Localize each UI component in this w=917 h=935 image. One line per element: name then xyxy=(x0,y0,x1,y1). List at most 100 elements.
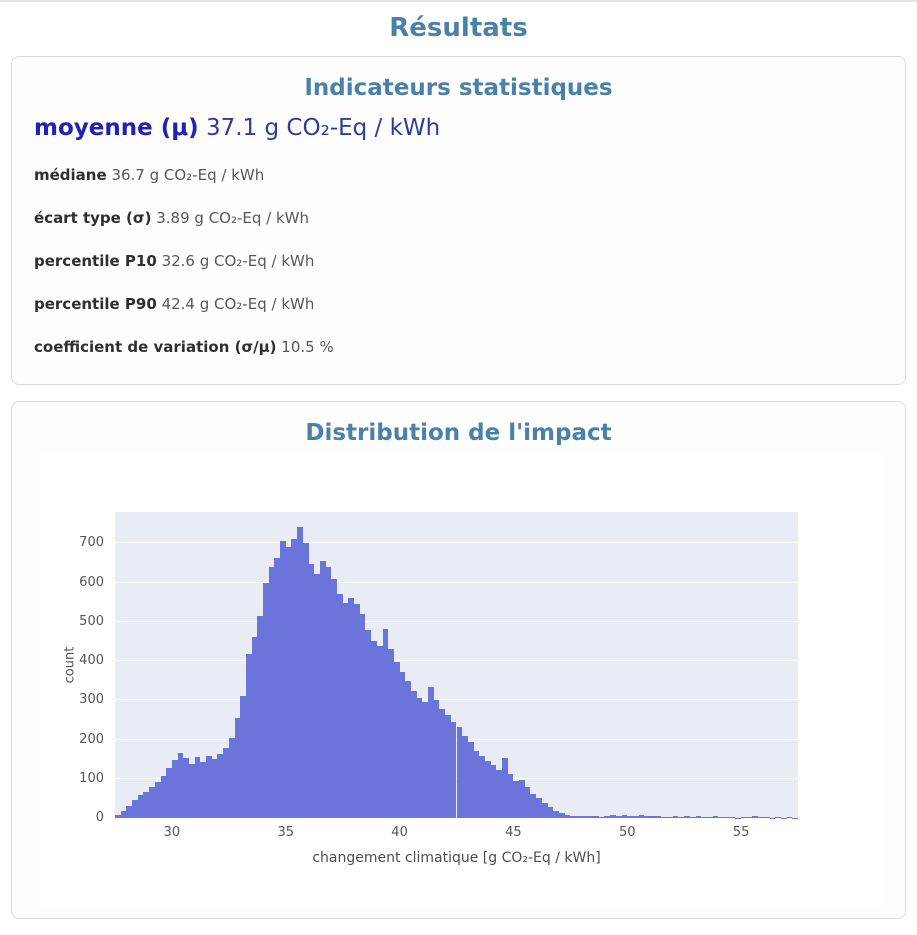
histogram-chart: count changement climatique [g CO₂-Eq / … xyxy=(34,454,883,906)
y-gridline xyxy=(115,620,798,622)
y-tick-label: 500 xyxy=(79,613,104,629)
histogram-bar xyxy=(547,807,554,818)
histogram-bar xyxy=(672,816,679,818)
histogram-bar xyxy=(650,816,656,818)
histogram-bar xyxy=(342,603,349,818)
histogram-bar xyxy=(456,727,463,818)
stat-value-ecart-type: 3.89 g CO₂-Eq / kWh xyxy=(156,209,310,227)
y-gridline xyxy=(115,581,798,583)
histogram-bar xyxy=(365,629,372,818)
histogram-bar xyxy=(234,717,241,818)
stat-label-coefficient-variation: coefficient de variation (σ/μ) xyxy=(34,338,277,356)
histogram-bar xyxy=(638,815,645,818)
stat-value-mediane: 36.7 g CO₂-Eq / kWh xyxy=(111,166,265,184)
stat-row-percentile-p10: percentile P10 32.6 g CO₂-Eq / kWh xyxy=(34,252,883,270)
x-tick-label: 30 xyxy=(163,825,181,840)
histogram-bar xyxy=(462,735,468,818)
histogram-bar xyxy=(741,816,747,818)
stat-label-ecart-type: écart type (σ) xyxy=(34,209,152,227)
histogram-bar xyxy=(519,779,525,818)
histogram-bar xyxy=(268,566,275,818)
histogram-bar xyxy=(786,817,793,818)
histogram-bar xyxy=(359,614,366,818)
stats-card-title: Indicateurs statistiques xyxy=(304,75,613,101)
histogram-bar xyxy=(211,759,218,818)
histogram-bar xyxy=(399,672,406,818)
x-tick-label: 40 xyxy=(391,825,408,840)
histogram-bar xyxy=(661,817,668,818)
histogram-bar xyxy=(729,817,736,818)
histogram-bar xyxy=(137,795,144,818)
y-gridline xyxy=(115,699,798,701)
histogram-bar xyxy=(496,770,503,818)
histogram-bar xyxy=(581,816,588,818)
histogram-bar xyxy=(160,775,167,818)
histogram-bar xyxy=(325,566,332,818)
stat-value-percentile-p10: 32.6 g CO₂-Eq / kWh xyxy=(161,252,315,270)
histogram-bar xyxy=(302,543,309,818)
histogram-bar xyxy=(251,636,258,818)
histogram-bar xyxy=(763,817,770,818)
histogram-bar xyxy=(132,800,138,818)
histogram-bar xyxy=(695,816,702,818)
histogram-bar xyxy=(262,582,269,818)
histogram-bar xyxy=(564,814,571,818)
histogram-bar xyxy=(382,628,389,818)
plot-area[interactable] xyxy=(115,512,798,818)
histogram-bar xyxy=(217,754,224,818)
histogram-bar xyxy=(331,578,337,818)
histogram-bar xyxy=(724,816,730,818)
histogram-bar xyxy=(536,797,542,818)
stat-value-moyenne: 37.1 g CO₂-Eq / kWh xyxy=(205,115,441,141)
histogram-bar xyxy=(405,681,411,818)
histogram-bar xyxy=(183,758,189,818)
histogram-bar xyxy=(240,696,246,818)
histogram-bar xyxy=(257,615,263,818)
histogram-bar xyxy=(291,538,298,818)
y-tick-label: 200 xyxy=(79,731,104,747)
x-tick-label: 35 xyxy=(277,825,295,840)
histogram-bar xyxy=(297,526,303,818)
histogram-bar xyxy=(166,767,172,818)
stat-row-percentile-p90: percentile P90 42.4 g CO₂-Eq / kWh xyxy=(34,295,883,313)
y-tick-label: 400 xyxy=(79,653,104,669)
histogram-bar xyxy=(667,816,673,818)
histogram-bar xyxy=(115,814,121,818)
histogram-bar xyxy=(143,792,150,818)
histogram-bar xyxy=(200,761,207,818)
stat-row-moyenne: moyenne (μ) 37.1 g CO₂-Eq / kWh xyxy=(34,115,883,141)
distribution-card-title: Distribution de l'impact xyxy=(305,420,612,446)
histogram-bar xyxy=(223,748,229,818)
histogram-bar xyxy=(410,690,417,818)
histogram-bar xyxy=(513,780,520,818)
histogram-bar xyxy=(319,561,326,818)
histogram-bar xyxy=(553,810,559,818)
histogram-bar xyxy=(570,815,577,818)
histogram-bar xyxy=(718,817,724,818)
histogram-bar xyxy=(610,815,616,818)
histogram-bar xyxy=(593,816,599,818)
stat-label-percentile-p10: percentile P10 xyxy=(34,252,157,270)
histogram-bar xyxy=(416,698,423,818)
stat-label-moyenne: moyenne (μ) xyxy=(34,115,199,141)
histogram-bar xyxy=(524,787,531,818)
histogram-bar xyxy=(490,765,497,818)
y-gridline xyxy=(115,542,798,544)
histogram-bar xyxy=(149,787,155,818)
histogram-bar xyxy=(615,815,622,818)
histogram-bar xyxy=(655,815,662,818)
histogram-bar xyxy=(752,816,759,818)
histogram-bar xyxy=(450,721,457,818)
histogram-bar xyxy=(393,661,400,818)
histogram-bar xyxy=(467,741,474,818)
histogram-bar xyxy=(587,815,594,818)
histogram-bar xyxy=(428,686,434,818)
histogram-bar xyxy=(746,817,753,818)
histogram-bar xyxy=(274,558,281,818)
histogram-bar xyxy=(644,816,650,818)
histogram-bar xyxy=(576,816,582,818)
histogram-bar xyxy=(194,757,201,818)
y-tick-label: 100 xyxy=(79,770,104,786)
histogram-bar xyxy=(712,816,719,818)
histogram-bar xyxy=(758,816,764,818)
